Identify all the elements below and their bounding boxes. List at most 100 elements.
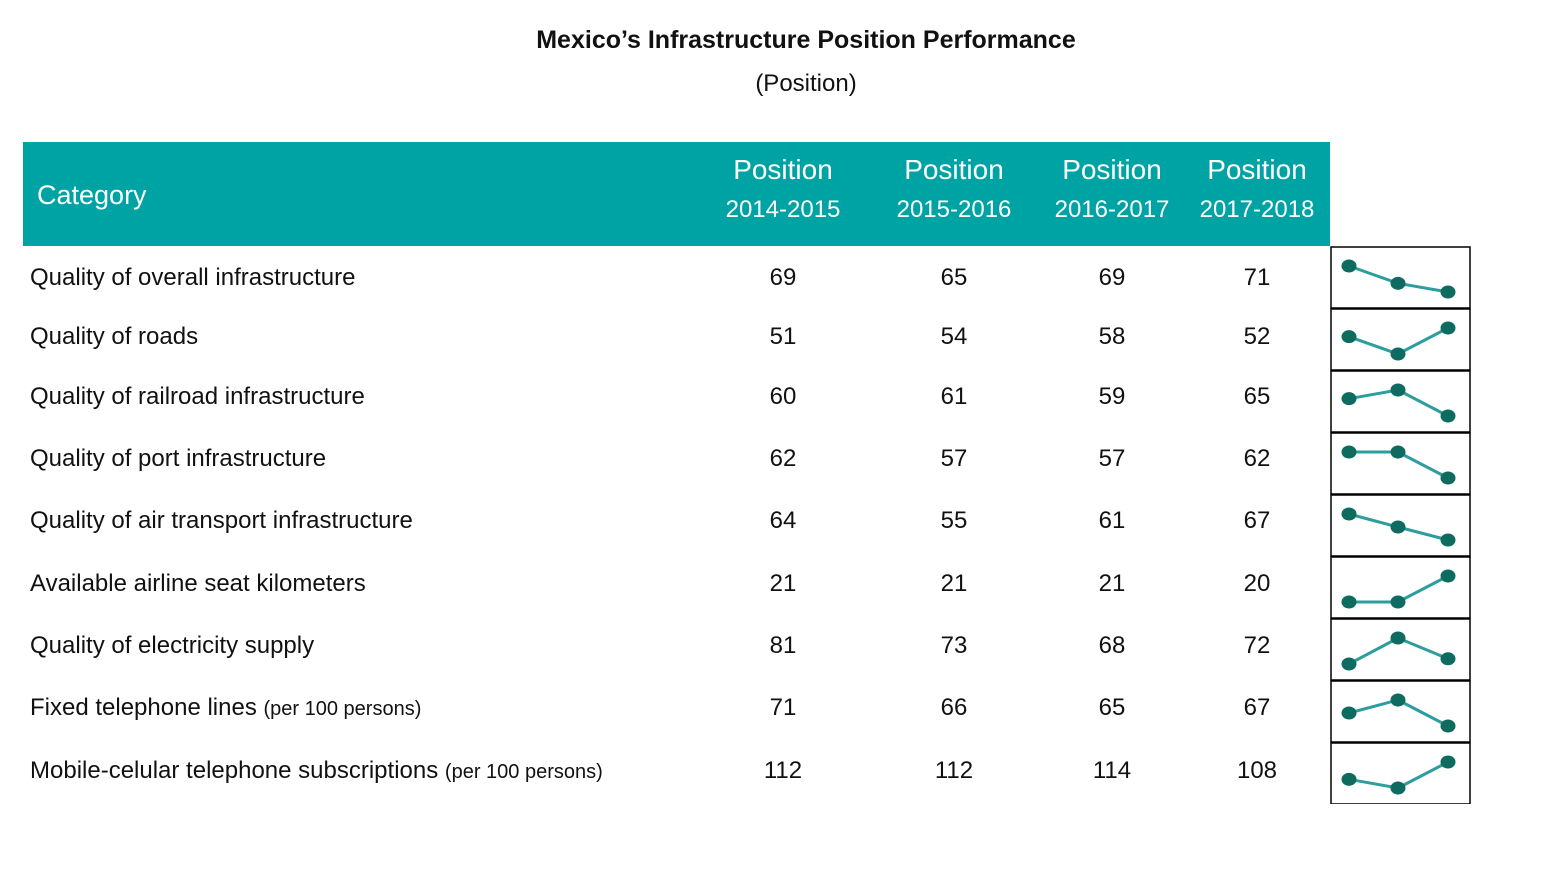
value-cell: 66 [940, 694, 968, 721]
sparkline-point [1440, 652, 1456, 666]
table-row: Quality of air transport infrastructure … [0, 507, 1545, 537]
value-cell: 68 [1098, 632, 1126, 659]
sparkline-cell [1330, 556, 1471, 619]
row-category: Quality of railroad infrastructure [30, 383, 365, 411]
sparkline-point [1341, 259, 1357, 273]
column-header-period: 2016-2017 [1054, 196, 1170, 223]
table-row: Fixed telephone lines (per 100 persons) … [0, 694, 1545, 724]
value-cell: 73 [940, 632, 968, 659]
row-category: Quality of port infrastructure [30, 445, 326, 473]
column-header-label: Position [1207, 154, 1307, 185]
chart-title: Mexico’s Infrastructure Position Perform… [536, 26, 1076, 54]
value-cell: 62 [1243, 445, 1271, 472]
value-cell: 69 [769, 264, 797, 291]
category-label: Quality of port infrastructure [30, 445, 327, 472]
sparkline-cell [1330, 680, 1471, 743]
sparkline-column [1330, 246, 1471, 804]
value-cell: 112 [763, 757, 803, 784]
sparkline-point [1440, 755, 1456, 769]
column-header-2014-2015: Position 2014-2015 [708, 152, 858, 228]
value-cell: 54 [940, 323, 968, 350]
table-row: Quality of electricity supply 81 73 68 7… [0, 632, 1545, 662]
sparkline-point [1341, 392, 1357, 406]
value-cell: 71 [1243, 264, 1271, 291]
column-header-period: 2015-2016 [896, 196, 1012, 223]
sparkline-point [1440, 285, 1456, 299]
table-row: Quality of roads 51 54 58 52 [0, 323, 1545, 353]
table-header: Category Position 2014-2015 Position 201… [23, 142, 1330, 246]
sparkline-point [1390, 693, 1406, 707]
row-category: Mobile-celular telephone subscriptions (… [30, 757, 603, 785]
sparkline-point [1390, 276, 1406, 290]
table-row: Available airline seat kilometers 21 21 … [0, 570, 1545, 600]
category-note: (per 100 persons) [444, 761, 603, 783]
value-cell: 108 [1236, 757, 1278, 784]
category-label: Quality of air transport infrastructure [30, 507, 413, 534]
sparkline-point [1440, 569, 1456, 583]
sparkline-cell [1330, 308, 1471, 371]
row-category: Quality of overall infrastructure [30, 264, 355, 292]
category-label: Quality of overall infrastructure [30, 264, 356, 291]
sparkline-cell [1330, 246, 1471, 309]
table-row: Mobile-celular telephone subscriptions (… [0, 757, 1545, 787]
sparkline-point [1440, 533, 1456, 547]
value-cell: 60 [769, 383, 797, 410]
row-category: Quality of roads [30, 323, 198, 351]
category-label: Fixed telephone lines [30, 694, 257, 721]
sparkline-point [1390, 347, 1406, 361]
value-cell: 69 [1098, 264, 1126, 291]
sparkline-point [1390, 520, 1406, 534]
row-category: Quality of air transport infrastructure [30, 507, 413, 535]
value-cell: 59 [1098, 383, 1126, 410]
value-cell: 61 [1098, 507, 1126, 534]
sparkline-point [1341, 772, 1357, 786]
value-cell: 67 [1243, 507, 1271, 534]
value-cell: 55 [940, 507, 968, 534]
column-header-label: Position [1062, 154, 1162, 185]
sparkline-point [1341, 445, 1357, 459]
category-label: Quality of electricity supply [30, 632, 315, 659]
value-cell: 112 [934, 757, 974, 784]
sparkline-point [1390, 383, 1406, 397]
sparkline-point [1390, 631, 1406, 645]
category-note: (per 100 persons) [263, 698, 422, 720]
table-row: Quality of overall infrastructure 69 65 … [0, 264, 1545, 294]
sparkline-point [1341, 657, 1357, 671]
sparkline-point [1390, 781, 1406, 795]
value-cell: 72 [1243, 632, 1271, 659]
sparkline-cell [1330, 494, 1471, 557]
value-cell: 81 [769, 632, 797, 659]
value-cell: 61 [940, 383, 968, 410]
value-cell: 65 [1243, 383, 1271, 410]
row-category: Quality of electricity supply [30, 632, 314, 660]
column-header-label: Position [904, 154, 1004, 185]
sparkline-point [1341, 706, 1357, 720]
sparkline-cell [1330, 618, 1471, 681]
sparkline-cell [1330, 742, 1471, 804]
sparkline-point [1440, 321, 1456, 335]
value-cell: 51 [769, 323, 797, 350]
value-cell: 71 [769, 694, 797, 721]
value-cell: 20 [1243, 570, 1271, 597]
chart-subtitle: (Position) [755, 70, 857, 97]
category-label: Quality of railroad infrastructure [30, 383, 365, 410]
column-header-period: 2014-2015 [725, 196, 841, 223]
value-cell: 65 [1098, 694, 1126, 721]
value-cell: 21 [769, 570, 797, 597]
value-cell: 21 [940, 570, 968, 597]
sparkline-point [1341, 595, 1357, 609]
sparkline-point [1390, 595, 1406, 609]
sparkline-cell [1330, 370, 1471, 433]
value-cell: 65 [940, 264, 968, 291]
sparkline-cell [1330, 432, 1471, 495]
value-cell: 57 [1098, 445, 1126, 472]
row-category: Fixed telephone lines (per 100 persons) [30, 694, 421, 722]
value-cell: 52 [1243, 323, 1271, 350]
value-cell: 114 [1092, 757, 1132, 784]
sparkline-point [1440, 471, 1456, 485]
sparkline-point [1341, 330, 1357, 344]
row-category: Available airline seat kilometers [30, 570, 366, 598]
category-label: Quality of roads [30, 323, 199, 350]
value-cell: 64 [769, 507, 797, 534]
column-header-2016-2017: Position 2016-2017 [1037, 152, 1187, 228]
